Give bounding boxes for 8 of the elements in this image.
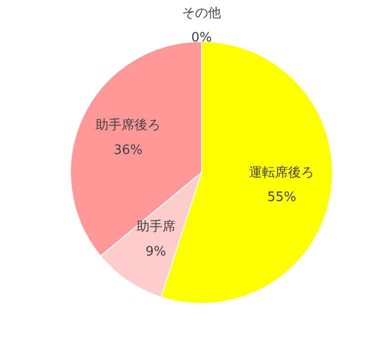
data-label: 36% [114, 142, 142, 158]
text: 0% [191, 30, 212, 46]
slice-label: 運転席後ろ [249, 164, 314, 180]
data-label: 55% [267, 190, 296, 206]
slice-label: 助手席 [136, 218, 176, 235]
category-label: その他 [182, 6, 221, 21]
data-label: 9% [146, 244, 166, 260]
slice-label: 助手席後ろ [96, 116, 161, 133]
